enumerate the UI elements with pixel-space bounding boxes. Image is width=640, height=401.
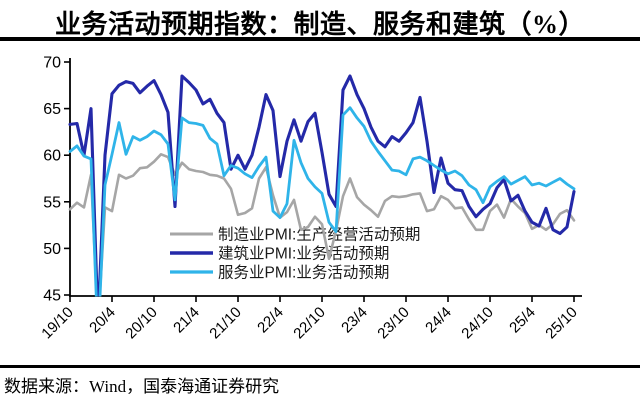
y-tick-label: 70 bbox=[43, 55, 61, 72]
y-tick-label: 55 bbox=[43, 194, 61, 211]
x-tick-label: 25/10 bbox=[542, 304, 581, 343]
x-tick-label: 25/4 bbox=[506, 304, 539, 337]
x-tick-label: 24/4 bbox=[422, 304, 455, 337]
data-source-note: 数据来源：Wind，国泰海通证券研究 bbox=[4, 377, 280, 396]
y-tick-label: 50 bbox=[43, 241, 61, 258]
legend-label-manufacturing: 制造业PMI:生产经营活动预期 bbox=[218, 226, 420, 244]
x-tick-label: 24/10 bbox=[458, 304, 497, 343]
x-tick-label: 23/10 bbox=[374, 304, 413, 343]
series-line-manufacturing bbox=[68, 153, 576, 297]
y-tick-label: 60 bbox=[43, 148, 61, 165]
series-line-services bbox=[68, 106, 576, 297]
x-tick-label: 20/10 bbox=[122, 304, 161, 343]
x-tick-label: 22/10 bbox=[290, 304, 329, 343]
footer-divider-rule bbox=[0, 365, 640, 368]
chart-title: 业务活动预期指数：制造、服务和建筑（%） bbox=[54, 10, 585, 39]
y-tick-label: 65 bbox=[43, 101, 61, 118]
series-line-construction bbox=[68, 74, 576, 297]
legend-label-construction: 建筑业PMI:业务活动预期 bbox=[218, 245, 389, 263]
legend-label-services: 服务业PMI:业务活动预期 bbox=[218, 264, 389, 282]
x-tick-label: 22/4 bbox=[254, 304, 287, 337]
x-tick-label: 21/10 bbox=[206, 304, 245, 343]
title-divider-rule bbox=[0, 37, 640, 41]
x-tick-label: 23/4 bbox=[338, 304, 371, 337]
x-tick-label: 21/4 bbox=[170, 304, 203, 337]
x-tick-label: 20/4 bbox=[86, 304, 119, 337]
x-tick-label: 19/10 bbox=[38, 304, 77, 343]
y-tick-label: 45 bbox=[43, 288, 61, 305]
